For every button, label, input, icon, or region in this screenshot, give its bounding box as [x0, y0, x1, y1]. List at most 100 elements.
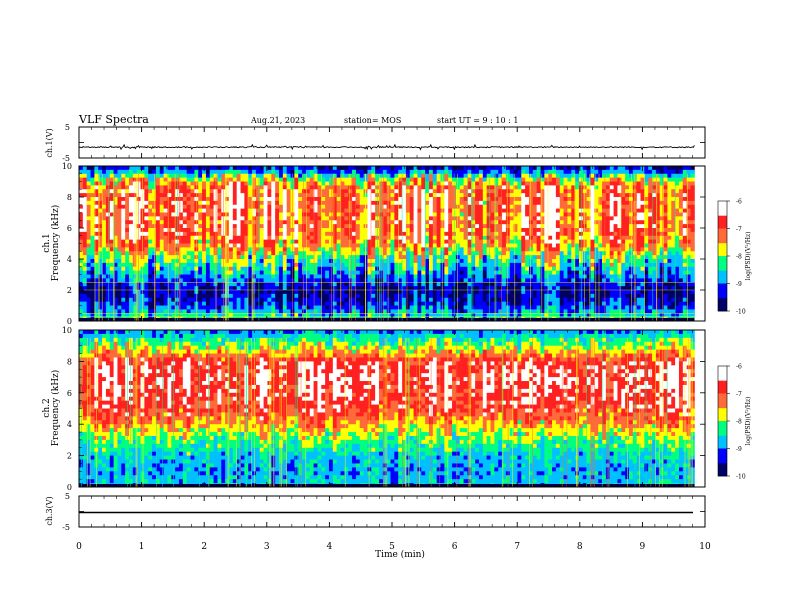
- spectrogram-cell: [209, 224, 215, 229]
- spectrogram-cell: [228, 313, 234, 318]
- spectrogram-cell: [544, 224, 549, 229]
- spectrogram-cell: [325, 282, 330, 287]
- spectrogram-cell: [371, 197, 376, 202]
- spectrogram-cell: [313, 262, 318, 268]
- spectrogram-cell: [382, 313, 388, 318]
- spectrogram-cell: [548, 247, 553, 252]
- spectrogram-cell: [309, 185, 315, 190]
- spectrogram-cell: [505, 297, 511, 303]
- spectrogram-cell: [405, 231, 411, 237]
- spectrogram-cell: [482, 193, 488, 198]
- spectrogram-cell: [409, 235, 414, 241]
- spectrogram-cell: [117, 208, 122, 213]
- spectrogram-cell: [198, 216, 203, 221]
- spectrogram-cell: [444, 313, 449, 318]
- spectrogram-cell: [432, 208, 438, 213]
- spectrogram-cell: [275, 293, 280, 299]
- spectrogram-cell: [448, 278, 453, 283]
- spectrogram-cell: [113, 224, 118, 229]
- spectrogram-cell: [386, 239, 391, 244]
- spectrogram-cell: [371, 200, 376, 206]
- spectrogram-cell: [202, 208, 207, 213]
- spectrogram-cell: [228, 169, 234, 175]
- spectrogram-cell: [248, 278, 253, 283]
- spectrogram-cell: [248, 204, 253, 210]
- spectrogram-cell: [278, 313, 284, 318]
- spectrogram-cell: [117, 266, 122, 272]
- spectrogram-cell: [155, 266, 161, 272]
- spectrogram-cell: [228, 177, 234, 182]
- spectrogram-cell: [255, 216, 261, 221]
- spectrogram-cell: [113, 297, 118, 303]
- spectrogram-cell: [482, 251, 488, 256]
- spectrogram-cell: [182, 235, 188, 241]
- spectrogram-cell: [332, 212, 338, 217]
- spectrogram-cell: [240, 251, 245, 256]
- spectrogram-cell: [94, 189, 99, 194]
- spectrogram-cell: [532, 239, 538, 244]
- spectrogram-cell: [167, 189, 172, 194]
- spectrogram-cell: [240, 224, 245, 229]
- spectrogram-cell: [228, 251, 234, 256]
- spectrogram-cell: [521, 290, 526, 295]
- spectrogram-cell: [517, 224, 522, 229]
- spectrogram-cell: [240, 197, 245, 202]
- spectrogram-cell: [105, 305, 111, 310]
- spectrogram-cell: [282, 231, 288, 237]
- spectrogram-cell: [144, 301, 149, 306]
- spectrogram-cell: [286, 169, 291, 175]
- spectrogram-cell: [394, 189, 399, 194]
- spectrogram-cell: [236, 220, 241, 225]
- spectrogram-cell: [325, 169, 330, 175]
- spectrogram-cell: [402, 290, 407, 295]
- spectrogram-cell: [505, 270, 511, 275]
- spectrogram-cell: [82, 200, 88, 206]
- spectrogram-cell: [517, 255, 522, 260]
- spectrogram-cell: [155, 282, 161, 287]
- spectrogram-cell: [448, 216, 453, 221]
- spectrogram-cell: [236, 278, 241, 283]
- spectrogram-cell: [448, 208, 453, 213]
- spectrogram-cell: [271, 220, 276, 225]
- spectrogram-cell: [225, 173, 230, 179]
- spectrogram-cell: [513, 266, 518, 272]
- spectrogram-cell: [98, 262, 103, 268]
- spectrogram-cell: [186, 208, 191, 213]
- spectrogram-cell: [486, 309, 491, 314]
- spectrogram-cell: [475, 239, 480, 244]
- spectrogram-cell: [509, 224, 514, 229]
- spectrogram-cell: [171, 166, 176, 171]
- spectrogram-cell: [79, 189, 84, 194]
- spectrogram-cell: [498, 220, 503, 225]
- spectrogram-cell: [482, 309, 488, 314]
- spectrogram-cell: [505, 274, 511, 279]
- spectrogram-cell: [202, 293, 207, 299]
- spectrogram-cell: [313, 224, 318, 229]
- spectrogram-cell: [528, 228, 534, 233]
- spectrogram-cell: [513, 293, 518, 299]
- spectrogram-cell: [555, 193, 561, 198]
- spectrogram-cell: [494, 290, 499, 295]
- spectrogram-cell: [278, 286, 284, 291]
- spectrogram-cell: [455, 290, 461, 295]
- spectrogram-cell: [194, 166, 199, 171]
- spectrogram-cell: [209, 208, 215, 213]
- ch1-wave-tick-bottom: -5: [62, 154, 70, 163]
- spectrogram-cell: [336, 243, 341, 248]
- spectrogram-cell: [390, 290, 395, 295]
- spectrogram-cell: [382, 266, 388, 272]
- spectrogram-cell: [405, 255, 411, 260]
- spectrogram-cell: [405, 282, 411, 287]
- spectrogram-cell: [109, 251, 115, 256]
- spectrogram-cell: [532, 297, 538, 303]
- spectrogram-cell: [228, 193, 234, 198]
- spectrogram-cell: [405, 228, 411, 233]
- spectrogram-cell: [82, 251, 88, 256]
- spectrogram-cell: [159, 173, 165, 179]
- spectrogram-cell: [398, 262, 403, 268]
- spectrogram-cell: [255, 224, 261, 229]
- spectrogram-cell: [282, 177, 288, 182]
- spectrogram-cell: [113, 166, 118, 171]
- spectrogram-cell: [463, 216, 468, 221]
- spectrogram-cell: [494, 181, 499, 186]
